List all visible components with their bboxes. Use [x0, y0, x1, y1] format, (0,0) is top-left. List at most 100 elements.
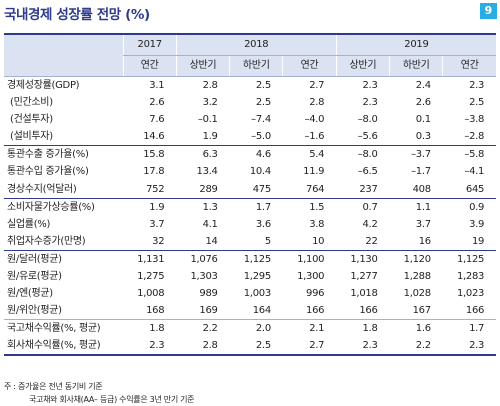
value-cell: 3.9 — [469, 218, 485, 230]
value-cell: 19 — [471, 235, 485, 247]
row-label: 취업자수증가(만명) — [7, 235, 86, 247]
page-number-badge: 9 — [480, 3, 497, 19]
value-cell: 475 — [252, 183, 271, 195]
value-cell: 2.3 — [469, 80, 485, 91]
value-cell: 2.0 — [229, 319, 283, 338]
table-row: 취업자수증가(만명) 32 14 5 10 22 16 19 — [4, 233, 496, 251]
value-cell: 6.3 — [176, 145, 230, 164]
period-header: 연간 — [442, 55, 497, 77]
value-cell: 14.6 — [143, 131, 165, 143]
value-cell: 168 — [146, 305, 165, 317]
value-cell: 13.4 — [196, 166, 218, 178]
value-cell: 2.8 — [309, 97, 325, 109]
value-cell: 15.8 — [123, 145, 177, 164]
value-cell: 3.6 — [255, 218, 271, 230]
value-cell: 17.8 — [143, 166, 165, 178]
value-cell: 1.7 — [229, 197, 283, 216]
table-row: 경제성장률(GDP) 3.1 2.8 2.5 2.7 2.3 2.4 2.3 — [4, 77, 496, 95]
value-cell: 22 — [365, 235, 378, 247]
table-row: 소비자물가상승률(%) 1.9 1.3 1.7 1.5 0.7 1.1 0.9 — [4, 197, 497, 216]
value-cell: 2.2 — [389, 337, 443, 357]
value-cell: 237 — [359, 183, 378, 195]
value-cell: 1,125 — [442, 249, 497, 268]
row-label: 원/달러(평균) — [4, 249, 123, 268]
value-cell: 1,018 — [350, 288, 378, 300]
value-cell: 0.3 — [415, 131, 431, 143]
value-cell: 1,130 — [336, 249, 390, 268]
value-cell: 32 — [152, 235, 165, 247]
table-row: (민간소비) 2.6 3.2 2.5 2.8 2.3 2.6 2.5 — [4, 94, 496, 111]
value-cell: 166 — [306, 305, 325, 317]
value-cell: 2.6 — [149, 97, 165, 109]
row-label: 국고채수익률(%, 평균) — [4, 319, 123, 338]
value-cell: 2.3 — [362, 80, 378, 91]
table-body: 경제성장률(GDP) 3.1 2.8 2.5 2.7 2.3 2.4 2.3 (민간소비) 2.6… — [4, 77, 497, 357]
footnote: 국고채와 회사채(AA– 등급) 수익률은 3년 만기 기준 — [29, 395, 195, 404]
table-row: (건설투자) 7.6 –0.1 –7.4 –4.0 –8.0 0.1 –3.8 — [4, 111, 496, 128]
value-cell: 1.7 — [442, 319, 497, 338]
value-cell: –1.6 — [304, 131, 325, 143]
value-cell: 2.3 — [442, 337, 497, 357]
row-label: (민간소비) — [10, 97, 53, 109]
value-cell: 10 — [312, 235, 325, 247]
value-cell: 2.6 — [415, 97, 431, 109]
table-row: 회사채수익률(%, 평균) 2.3 2.8 2.5 2.7 2.3 2.2 2.3 — [4, 337, 497, 357]
value-cell: 2.1 — [282, 319, 337, 338]
value-cell: 1,076 — [176, 249, 230, 268]
value-cell: 1.9 — [123, 197, 177, 216]
row-label: (건설투자) — [10, 114, 53, 126]
value-cell: –5.0 — [251, 131, 271, 143]
value-cell: 2.8 — [202, 80, 218, 91]
value-cell: –4.1 — [464, 166, 485, 178]
value-cell: 3.7 — [415, 218, 431, 230]
value-cell: –8.0 — [357, 114, 378, 126]
value-cell: 989 — [199, 288, 218, 300]
row-label: 통관수출 증가율(%) — [4, 145, 123, 164]
value-cell: 3.8 — [309, 218, 325, 230]
value-cell: –2.8 — [464, 131, 485, 143]
value-cell: –4.0 — [304, 114, 325, 126]
table-row: 국고채수익률(%, 평균) 1.8 2.2 2.0 2.1 1.8 1.6 1.7 — [4, 319, 497, 338]
value-cell: 1,023 — [456, 288, 485, 300]
value-cell: 14 — [205, 235, 218, 247]
value-cell: 11.9 — [303, 166, 325, 178]
period-header: 상반기 — [175, 55, 230, 77]
value-cell: 0.1 — [415, 114, 431, 126]
value-cell: 3.1 — [149, 80, 165, 91]
period-header: 연간 — [122, 55, 177, 77]
value-cell: 1.9 — [202, 131, 218, 143]
value-cell: –0.1 — [197, 114, 218, 126]
value-cell: 5 — [264, 235, 271, 247]
value-cell: –5.8 — [442, 145, 497, 164]
row-label: 경제성장률(GDP) — [7, 80, 80, 91]
value-cell: 2.5 — [255, 80, 271, 91]
value-cell: 3.2 — [202, 97, 218, 109]
page-title: 국내경제 성장률 전망 (%) — [4, 7, 150, 23]
value-cell: 1.8 — [336, 319, 390, 338]
value-cell: 1.3 — [176, 197, 230, 216]
table-row: 원/유로(평균) 1,275 1,303 1,295 1,300 1,277 1,288 1,… — [4, 268, 496, 285]
row-label: 원/엔(평균) — [7, 288, 53, 300]
value-cell: –3.7 — [389, 145, 443, 164]
value-cell: 164 — [252, 305, 271, 317]
row-label: (설비투자) — [10, 131, 53, 143]
table-row: 통관수출 증가율(%) 15.8 6.3 4.6 5.4 –8.0 –3.7 –5.8 — [4, 145, 497, 164]
value-cell: 2.3 — [123, 337, 177, 357]
value-cell: 2.5 — [469, 97, 485, 109]
row-label: 실업률(%) — [7, 218, 51, 230]
table-row: 경상수지(억달러) 752 289 475 764 237 408 645 — [4, 181, 496, 199]
row-label: 회사채수익률(%, 평균) — [4, 337, 123, 357]
value-cell: 1,120 — [389, 249, 443, 268]
value-cell: 1,303 — [190, 270, 218, 282]
value-cell: 764 — [306, 183, 325, 195]
outlook-table: 2017 2018 2019 연간 상반기 하반기 연간 상반기 하반기 연간 … — [4, 33, 497, 357]
value-cell: –1.7 — [411, 166, 431, 178]
value-cell: 996 — [306, 288, 325, 300]
period-header: 하반기 — [389, 55, 443, 77]
value-cell: 166 — [359, 305, 378, 317]
value-cell: –5.6 — [357, 131, 378, 143]
value-cell: 1,008 — [137, 288, 165, 300]
value-cell: 1,100 — [282, 249, 337, 268]
value-cell: 169 — [199, 305, 218, 317]
value-cell: 1.5 — [282, 197, 337, 216]
